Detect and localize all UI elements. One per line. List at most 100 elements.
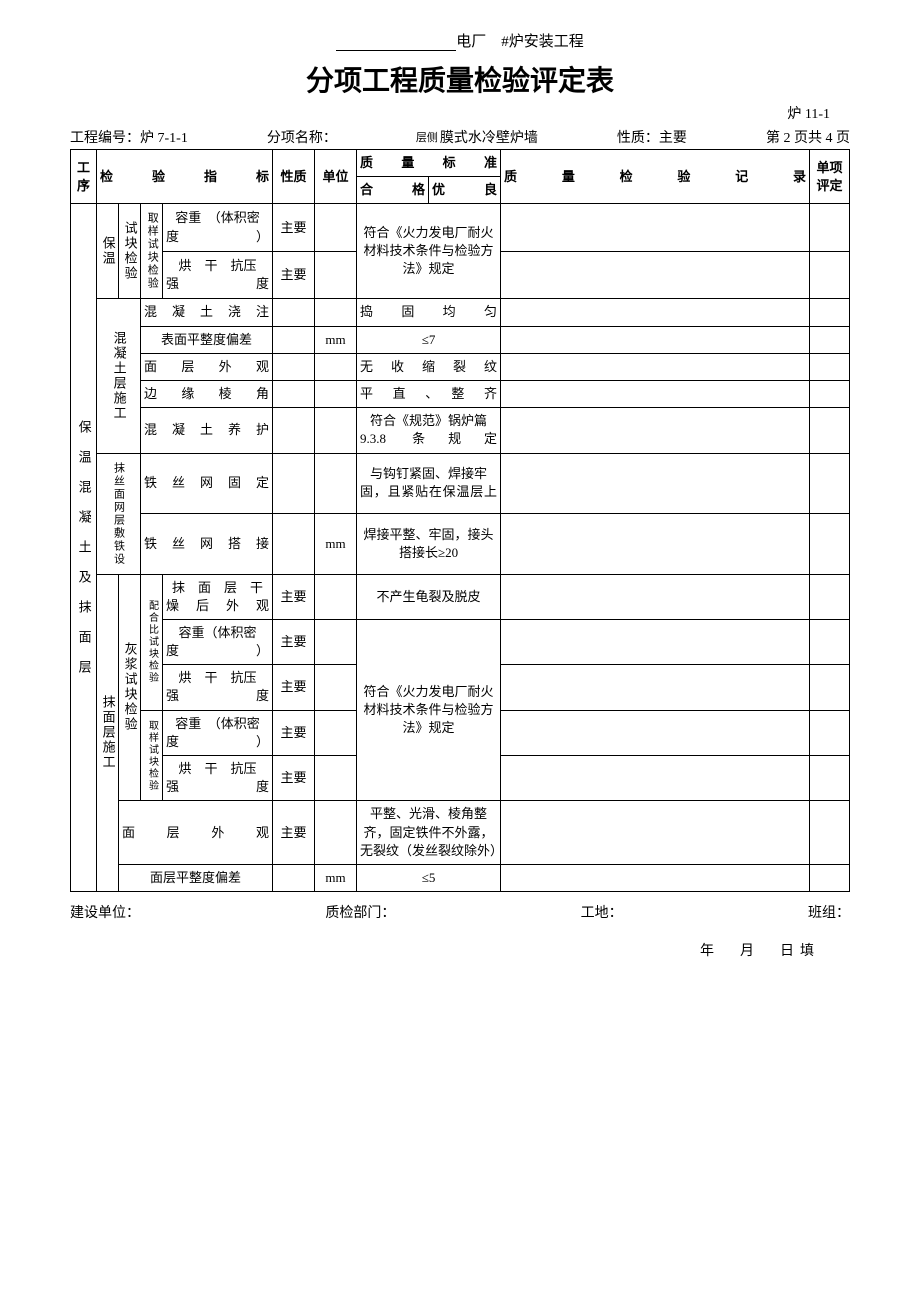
cell-nature	[273, 864, 315, 891]
cell-std: 平 直 、 整 齐	[357, 380, 501, 407]
th-nature: 性质	[273, 150, 315, 204]
th-std: 质 量 标 准	[357, 150, 501, 177]
table-row: 抹丝面网层敷铁设 铁 丝 网 固 定 与钩钉紧固、焊接牢固，且紧贴在保温层上	[71, 453, 850, 514]
footer-qc: 质检部门：	[325, 902, 395, 922]
cell-eval	[810, 710, 850, 755]
cell-record	[501, 864, 810, 891]
cell-record	[501, 408, 810, 453]
cell-nature	[273, 408, 315, 453]
table-row: 铁 丝 网 搭 接 mm 焊接平整、牢固，接头搭接长≥20	[71, 514, 850, 575]
cell-label: 铁 丝 网 搭 接	[141, 514, 273, 575]
plant-suffix: 电厂 #炉安装工程	[456, 34, 584, 50]
cell-record	[501, 619, 810, 664]
cell-unit	[315, 710, 357, 755]
cell-record	[501, 514, 810, 575]
cell-record	[501, 326, 810, 353]
th-eval: 单项评定	[810, 150, 850, 204]
cell-label: 容重（体积密 度 ）	[163, 619, 273, 664]
cell-unit: mm	[315, 864, 357, 891]
cell-unit	[315, 453, 357, 514]
cell-label: 混 凝 土 浇 注	[141, 299, 273, 326]
th-good: 优 良	[429, 177, 501, 204]
th-unit: 单位	[315, 150, 357, 204]
g1a: 试块检验	[119, 204, 141, 299]
cell-std: 符合《规范》锅炉篇 9.3.8 条规定	[357, 408, 501, 453]
cell-std: 捣 固 均 匀	[357, 299, 501, 326]
col1-main: 保 温 混 凝 土 及 抹 面 层	[71, 204, 97, 892]
cell-nature: 主要	[273, 251, 315, 299]
cell-unit	[315, 299, 357, 326]
cell-unit	[315, 251, 357, 299]
cell-record	[501, 710, 810, 755]
cell-record	[501, 353, 810, 380]
cell-std: 与钩钉紧固、焊接牢固，且紧贴在保温层上	[357, 453, 501, 514]
cell-nature: 主要	[273, 665, 315, 710]
footer-row: 建设单位： 质检部门： 工地： 班组：	[70, 902, 850, 922]
table-row: 边 缘 棱 角 平 直 、 整 齐	[71, 380, 850, 407]
cell-eval	[810, 514, 850, 575]
cell-eval	[810, 204, 850, 252]
cell-std: 符合《火力发电厂耐火材料技术条件与检验方法》规定	[357, 204, 501, 299]
cell-std: 无 收 缩 裂 纹	[357, 353, 501, 380]
g4: 抹面层施工	[97, 574, 119, 892]
cell-eval	[810, 299, 850, 326]
proj-no: 工程编号：炉 7-1-1	[70, 127, 188, 147]
cell-nature: 主要	[273, 710, 315, 755]
cell-record	[501, 756, 810, 801]
footer-site: 工地：	[581, 902, 623, 922]
cell-label: 边 缘 棱 角	[141, 380, 273, 407]
cell-nature	[273, 514, 315, 575]
cell-unit: mm	[315, 326, 357, 353]
cell-label: 容重 （体积密度）	[163, 204, 273, 252]
cell-record	[501, 380, 810, 407]
cell-label: 烘 干 抗压 强 度	[163, 251, 273, 299]
nature: 性质：主要	[617, 127, 687, 147]
page-info: 第 2 页共 4 页	[766, 127, 850, 147]
cell-nature	[273, 326, 315, 353]
g4a: 灰浆试块检验	[119, 574, 141, 801]
cell-std: 符合《火力发电厂耐火材料技术条件与检验方法》规定	[357, 619, 501, 801]
table-row: 面 层 外 观 无 收 缩 裂 纹	[71, 353, 850, 380]
cell-eval	[810, 453, 850, 514]
table-row: 抹面层施工 灰浆试块检验 配合比试块检验 抹 面 层 干燥 后 外 观 主要 不…	[71, 574, 850, 619]
g3: 抹丝面网层敷铁设	[97, 453, 141, 574]
cell-nature	[273, 353, 315, 380]
cell-unit	[315, 801, 357, 865]
cell-label: 烘 干 抗压 强 度	[163, 756, 273, 801]
th-index: 检 验 指 标	[97, 150, 273, 204]
cell-label: 面 层 外 观	[141, 353, 273, 380]
cell-record	[501, 801, 810, 865]
table-row: 表面平整度偏差 mm ≤7	[71, 326, 850, 353]
cell-unit	[315, 380, 357, 407]
table-row: 面 层 外 观 主要 平整、光滑、棱角整齐，固定铁件不外露，无裂纹（发丝裂纹除外…	[71, 801, 850, 865]
cell-eval	[810, 801, 850, 865]
cell-label: 面 层 外 观	[119, 801, 273, 865]
cell-eval	[810, 251, 850, 299]
g1: 保温	[97, 204, 119, 299]
table-row: 混凝土层施工 混 凝 土 浇 注 捣 固 均 匀	[71, 299, 850, 326]
cell-record	[501, 204, 810, 252]
cell-nature	[273, 299, 315, 326]
item-label: 分项名称：	[267, 127, 337, 147]
cell-nature: 主要	[273, 574, 315, 619]
cell-label: 面层平整度偏差	[119, 864, 273, 891]
cell-record	[501, 665, 810, 710]
cell-unit	[315, 756, 357, 801]
cell-eval	[810, 619, 850, 664]
g1a1: 取样试块检验	[141, 204, 163, 299]
cell-record	[501, 299, 810, 326]
cell-nature: 主要	[273, 204, 315, 252]
doc-subcode: 炉 11-1	[70, 103, 850, 123]
cell-nature	[273, 380, 315, 407]
cell-nature: 主要	[273, 756, 315, 801]
th-seq: 工序	[71, 150, 97, 204]
cell-record	[501, 453, 810, 514]
meta-row: 工程编号：炉 7-1-1 分项名称： 层侧膜式水冷壁炉墙 性质：主要 第 2 页…	[70, 127, 850, 147]
table-row: 混 凝 土 养 护 符合《规范》锅炉篇 9.3.8 条规定	[71, 408, 850, 453]
cell-eval	[810, 353, 850, 380]
header-line: 电厂 #炉安装工程	[70, 30, 850, 51]
g4a1: 配合比试块检验	[141, 574, 163, 710]
cell-std: 焊接平整、牢固，接头搭接长≥20	[357, 514, 501, 575]
cell-eval	[810, 380, 850, 407]
table-row: 面层平整度偏差 mm ≤5	[71, 864, 850, 891]
